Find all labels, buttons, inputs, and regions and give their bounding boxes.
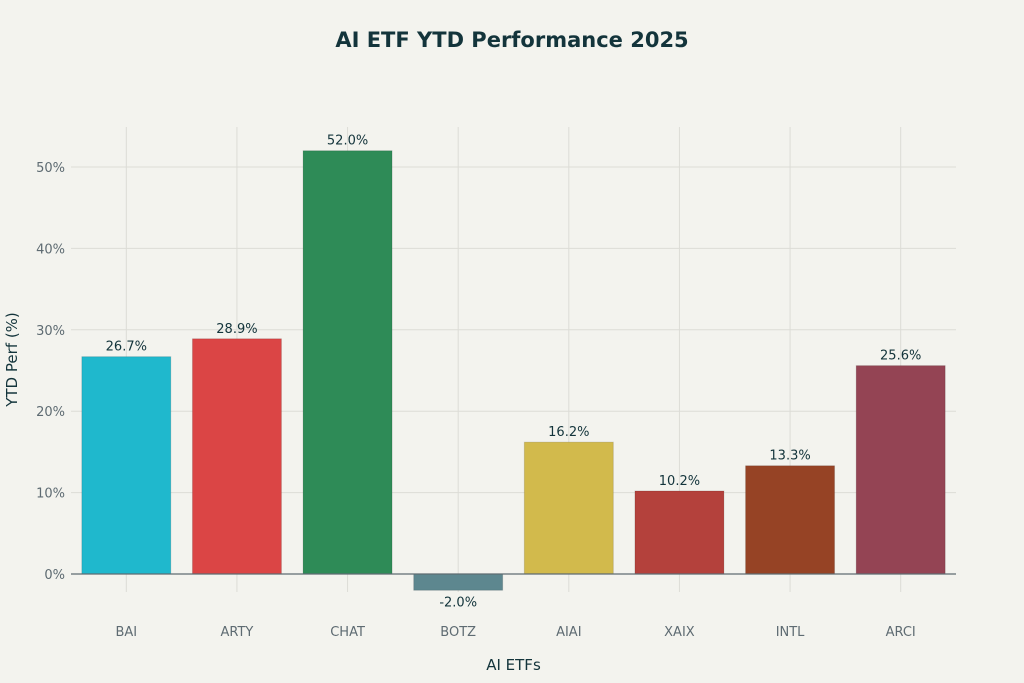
x-axis-title: AI ETFs [486,656,541,674]
bar-aiai [523,441,614,575]
bar-bai [81,356,172,575]
bar-botz [413,573,504,591]
data-label: 10.2% [659,474,700,489]
y-axis-title: YTD Perf (%) [3,312,21,408]
x-tick-label: BOTZ [440,625,476,640]
data-label: 25.6% [880,349,921,364]
y-tick-label: 40% [36,242,65,257]
x-tick-label: INTL [776,625,805,640]
bar-xaix [634,490,725,575]
x-tick-label: AIAI [556,625,581,640]
x-tick-label: XAIX [664,625,695,640]
data-label: 28.9% [216,322,257,337]
data-label: 52.0% [327,134,368,149]
y-tick-label: 50% [36,161,65,176]
y-tick-label: 30% [36,324,65,339]
data-label: 13.3% [769,449,810,464]
x-tick-label: CHAT [330,625,365,640]
data-label: 16.2% [548,425,589,440]
y-tick-label: 10% [36,487,65,502]
y-tick-label: 0% [44,568,65,583]
x-tick-label: ARTY [221,625,254,640]
bar-arty [191,338,282,575]
data-label: 26.7% [106,340,147,355]
x-tick-label: BAI [115,625,137,640]
chart-title: AI ETF YTD Performance 2025 [335,28,689,52]
bar-arci [855,365,946,575]
x-tick-label: ARCI [886,625,916,640]
y-tick-label: 20% [36,405,65,420]
bar-intl [745,465,836,575]
bar-chat [302,150,393,575]
data-label: -2.0% [439,595,477,610]
